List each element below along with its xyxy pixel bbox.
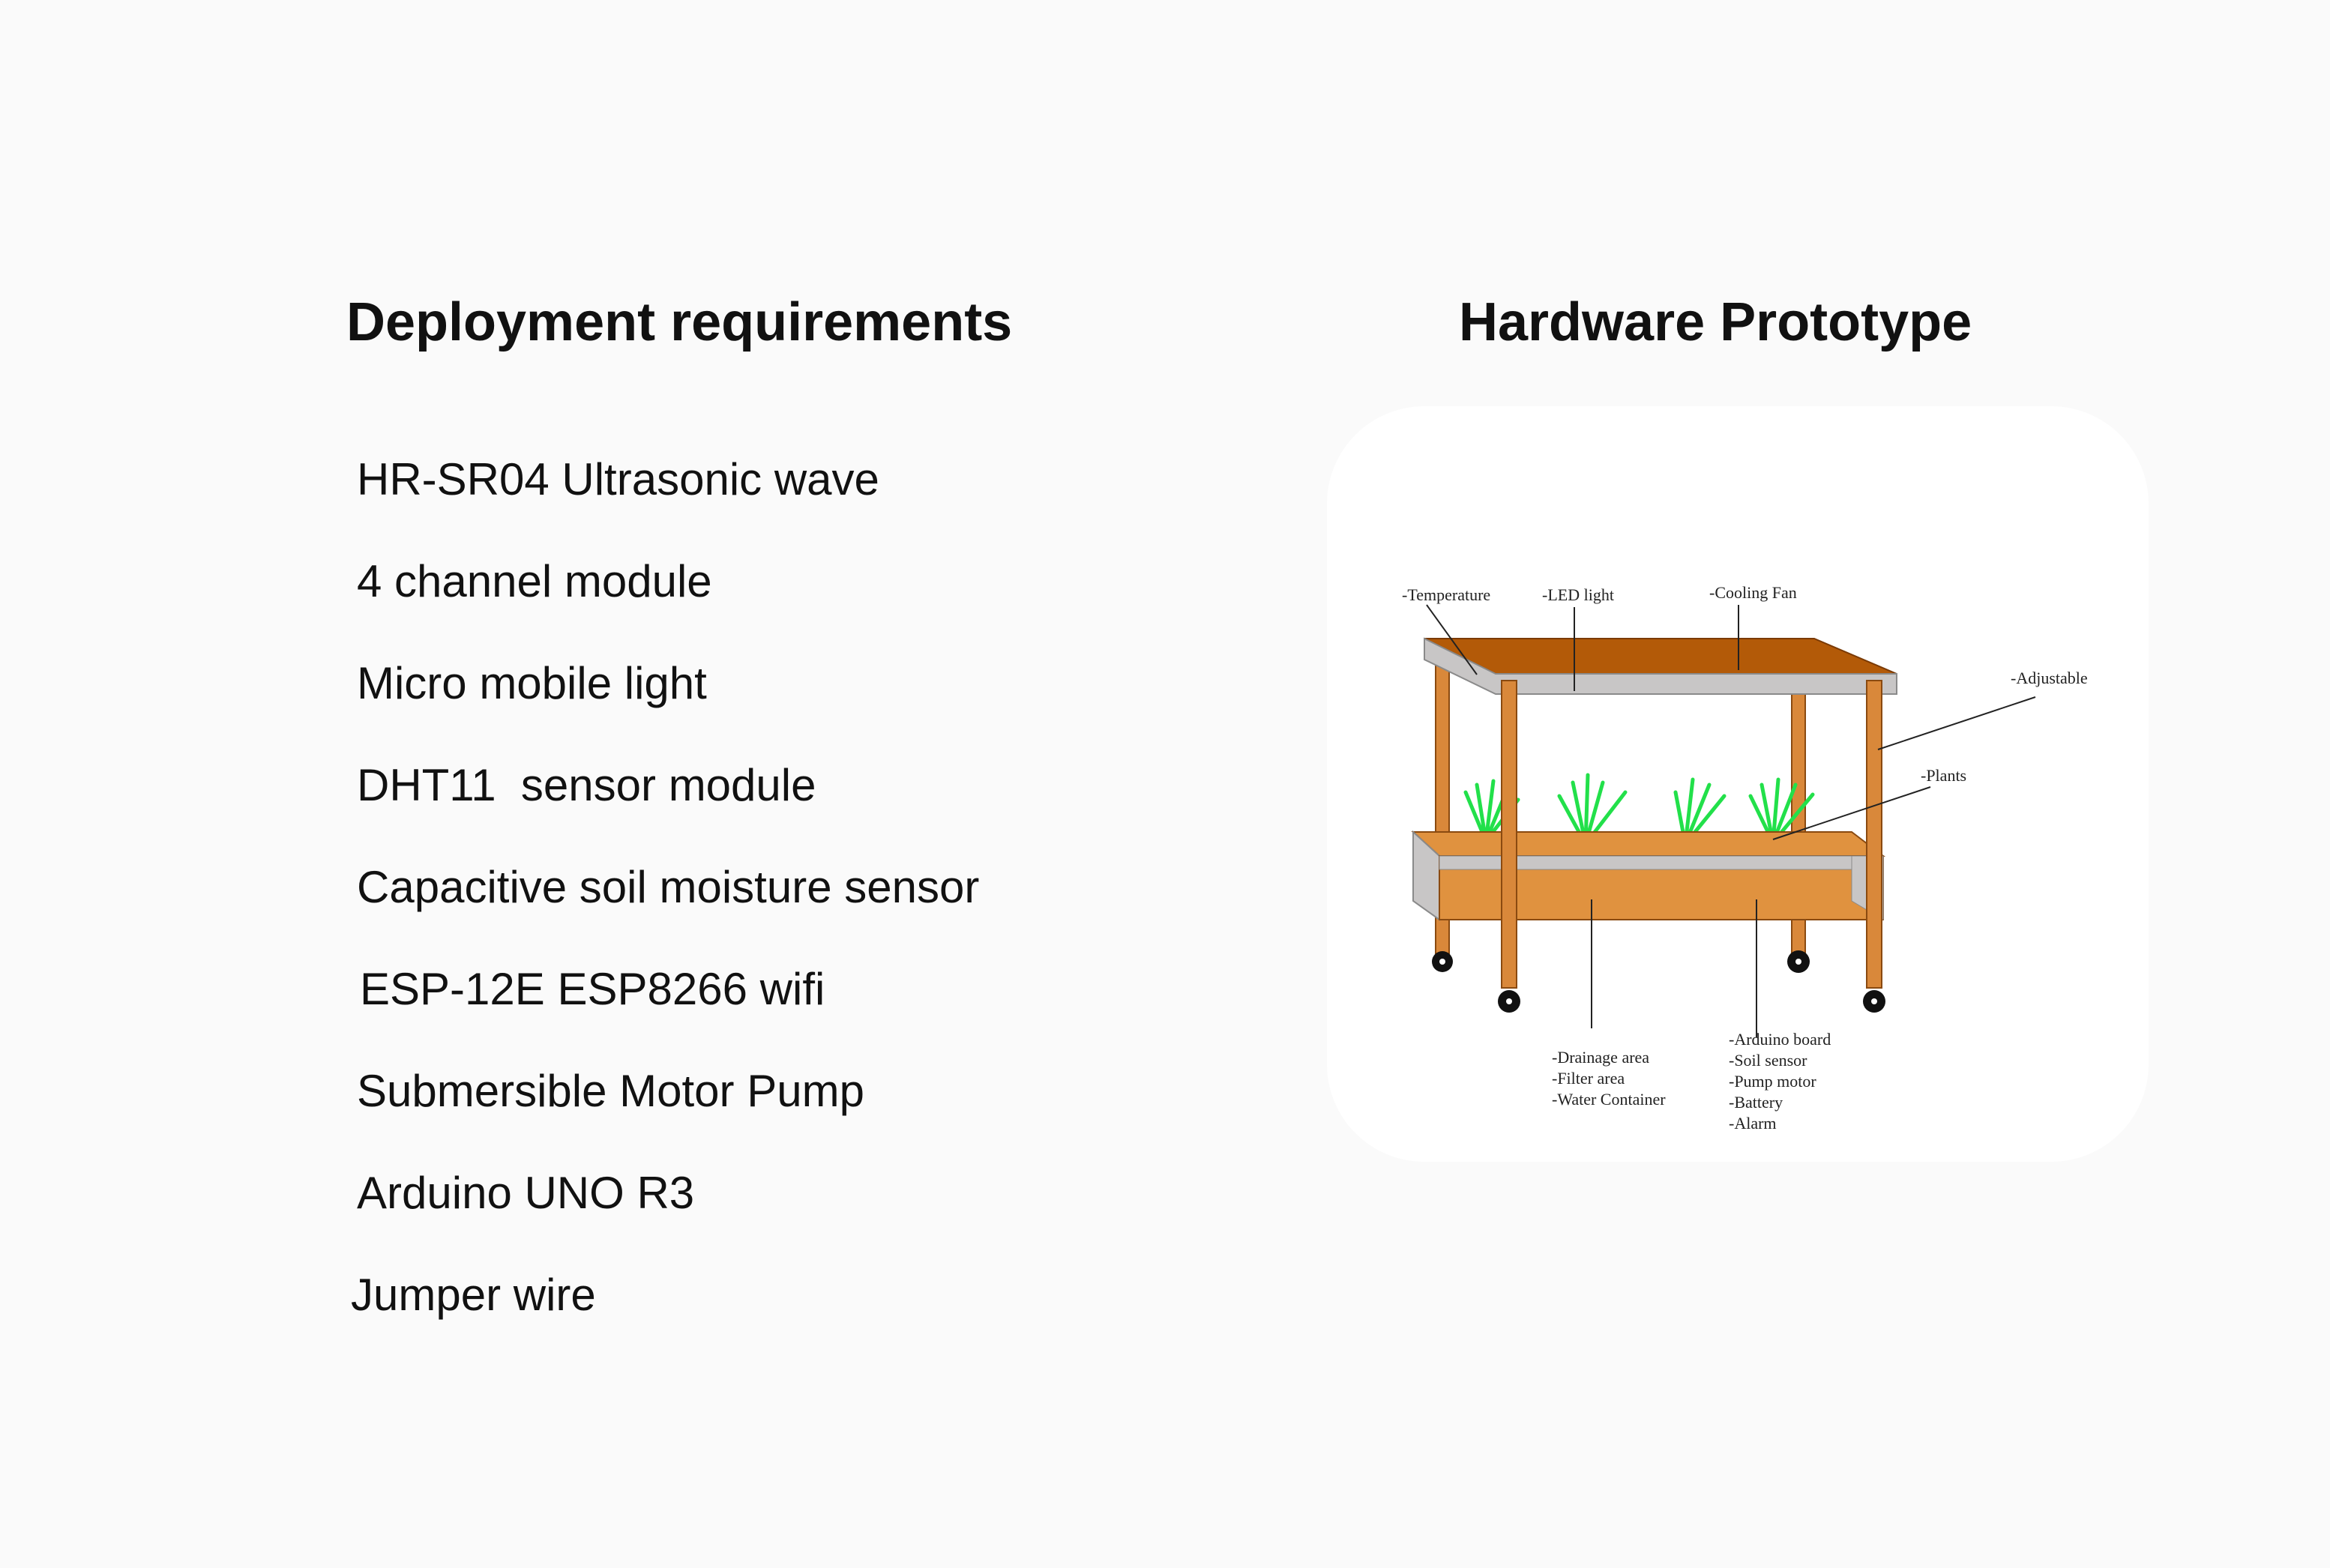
label-filter-area: -Filter area bbox=[1552, 1069, 1625, 1088]
requirement-item: DHT11 sensor module bbox=[357, 760, 816, 810]
top-shelf-edge bbox=[1424, 637, 1897, 695]
label-battery: -Battery bbox=[1729, 1093, 1783, 1112]
wheels bbox=[1432, 950, 1885, 1013]
lower-shelf-top bbox=[1411, 831, 1885, 857]
deployment-requirements-heading: Deployment requirements bbox=[346, 292, 1013, 352]
label-plants: -Plants bbox=[1921, 766, 1966, 785]
prototype-diagram: -Temperature -LED light -Cooling Fan -Ad… bbox=[1402, 583, 2088, 1133]
label-arduino-board: -Arduino board bbox=[1729, 1030, 1831, 1049]
requirement-item: 4 channel module bbox=[357, 556, 712, 606]
label-pump-motor: -Pump motor bbox=[1729, 1072, 1816, 1091]
requirement-item: Arduino UNO R3 bbox=[357, 1168, 695, 1218]
label-adjustable: -Adjustable bbox=[2011, 669, 2088, 687]
top-shelf bbox=[1424, 638, 1897, 675]
label-soil-sensor: -Soil sensor bbox=[1729, 1051, 1807, 1070]
label-alarm: -Alarm bbox=[1729, 1114, 1777, 1133]
prototype-diagram-card: -Temperature -LED light -Cooling Fan -Ad… bbox=[1327, 406, 2149, 1162]
requirement-item: Jumper wire bbox=[351, 1270, 596, 1320]
leader-lines bbox=[1426, 604, 2036, 1037]
requirement-item: Micro mobile light bbox=[357, 658, 707, 708]
hardware-prototype-heading: Hardware Prototype bbox=[1459, 292, 1972, 352]
label-cooling-fan: -Cooling Fan bbox=[1709, 583, 1797, 602]
requirement-item: Capacitive soil moisture sensor bbox=[357, 862, 980, 912]
front-left-leg bbox=[1501, 680, 1517, 989]
label-led-light: -LED light bbox=[1542, 585, 1614, 604]
requirement-item: ESP-12E ESP8266 wifi bbox=[360, 964, 825, 1014]
requirement-item: Submersible Motor Pump bbox=[357, 1066, 864, 1116]
label-temperature: -Temperature bbox=[1402, 585, 1490, 604]
label-water-container: -Water Container bbox=[1552, 1090, 1666, 1109]
label-drainage-area: -Drainage area bbox=[1552, 1048, 1649, 1067]
front-right-leg bbox=[1866, 680, 1882, 989]
requirement-item: HR-SR04 Ultrasonic wave bbox=[357, 454, 879, 504]
